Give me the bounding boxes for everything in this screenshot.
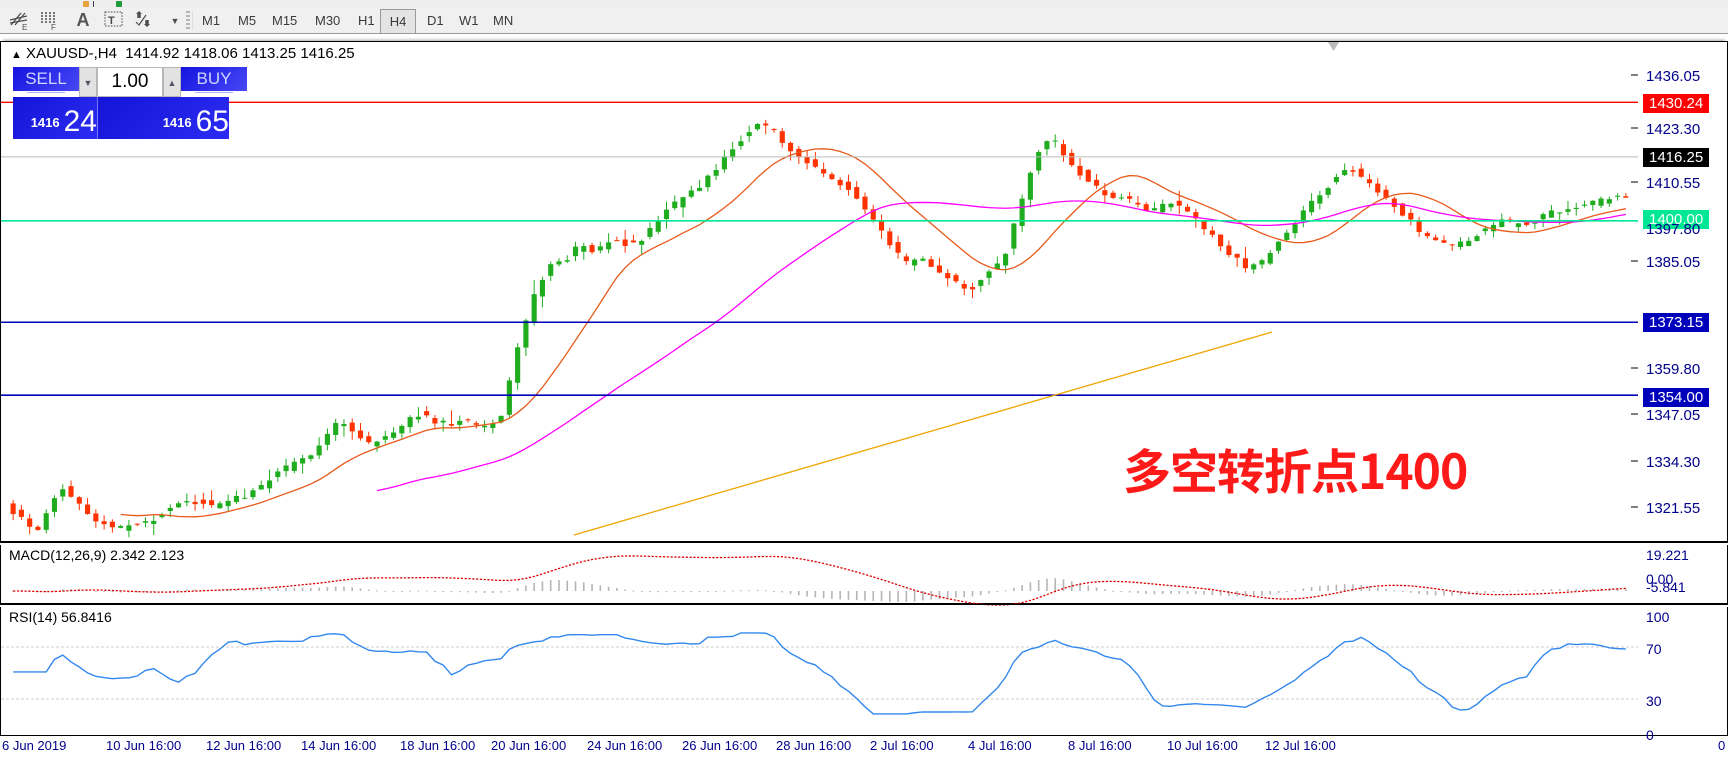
svg-text:T: T [108, 15, 115, 27]
svg-text:F: F [51, 23, 56, 31]
svg-text:E: E [22, 23, 27, 31]
